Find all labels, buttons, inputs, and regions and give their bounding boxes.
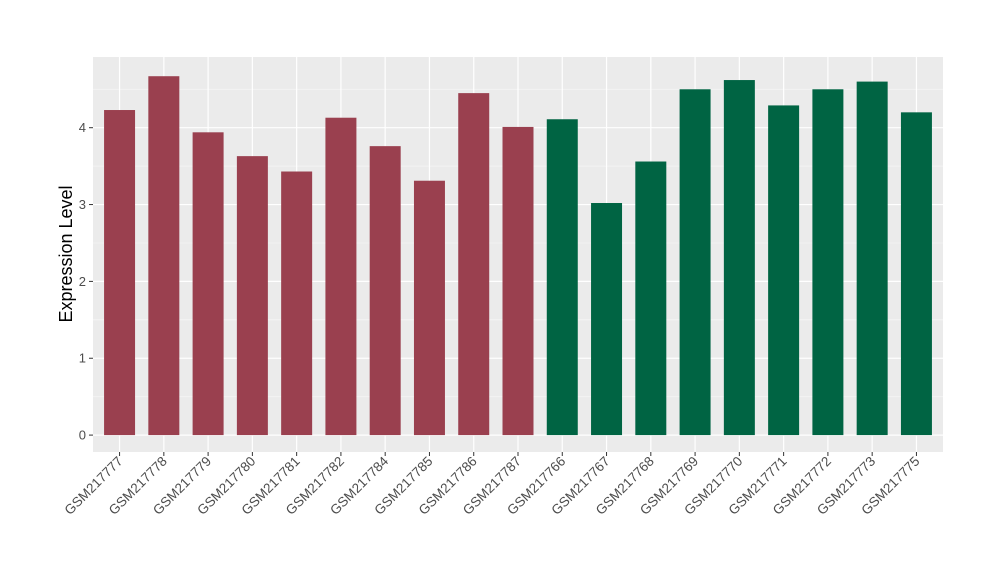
bar-GSM217775 — [900, 112, 932, 436]
bars — [104, 76, 932, 436]
bar-GSM217781 — [281, 171, 313, 436]
bar-GSM217779 — [192, 132, 224, 436]
bar-GSM217777 — [104, 110, 136, 436]
y-axis-title: Expression Level — [56, 185, 76, 322]
y-tick-label: 3 — [79, 197, 86, 212]
bar-GSM217778 — [148, 76, 180, 436]
bar-GSM217770 — [723, 80, 755, 436]
bar-GSM217772 — [812, 89, 844, 436]
y-tick-label: 0 — [79, 428, 86, 443]
y-axis: 0 1 2 3 4 — [79, 120, 93, 443]
bar-GSM217787 — [502, 126, 534, 436]
bar-GSM217780 — [236, 156, 268, 436]
bar-GSM217773 — [856, 81, 888, 436]
y-tick-label: 1 — [79, 351, 86, 366]
bar-GSM217782 — [325, 117, 357, 436]
bar-GSM217766 — [546, 119, 578, 436]
y-tick-label: 2 — [79, 274, 86, 289]
bar-GSM217769 — [679, 89, 711, 436]
bar-GSM217784 — [369, 146, 401, 436]
bar-GSM217767 — [591, 203, 623, 436]
bar-GSM217785 — [413, 180, 445, 436]
x-axis: GSM217777GSM217778GSM217779GSM217780GSM2… — [61, 452, 923, 518]
bar-GSM217786 — [458, 93, 490, 436]
bar-GSM217768 — [635, 161, 667, 436]
bar-GSM217771 — [768, 105, 800, 436]
y-tick-label: 4 — [79, 120, 86, 135]
